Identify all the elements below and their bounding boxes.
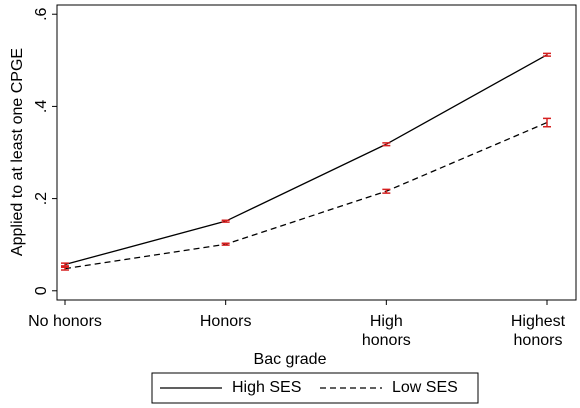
y-axis-title: Applied to at least one CPGE — [9, 48, 26, 256]
error-bar — [543, 117, 551, 128]
x-tick-label: Honors — [199, 313, 252, 330]
error-bar — [61, 266, 69, 271]
legend-box — [151, 372, 479, 404]
error-bar — [221, 242, 230, 246]
y-tick-label: 0 — [33, 286, 50, 295]
x-tick-label: No honors — [28, 313, 102, 330]
error-bar — [382, 188, 391, 194]
x-axis-title: Bac grade — [254, 351, 327, 368]
line-series — [64, 54, 548, 266]
x-tick-label: Highest honors — [510, 313, 566, 349]
y-tick-label: .6 — [33, 7, 50, 20]
error-bar — [61, 262, 69, 267]
error-bar — [221, 219, 230, 223]
legend-label: Low SES — [392, 379, 458, 396]
legend-label: High SES — [232, 379, 301, 396]
error-bar — [543, 52, 551, 57]
x-tick-label: High honors — [361, 313, 411, 349]
y-tick-label: .4 — [33, 100, 50, 113]
plot-frame — [56, 4, 577, 301]
line-series — [64, 121, 548, 270]
error-bar — [382, 142, 391, 147]
y-tick-label: .2 — [33, 192, 50, 205]
